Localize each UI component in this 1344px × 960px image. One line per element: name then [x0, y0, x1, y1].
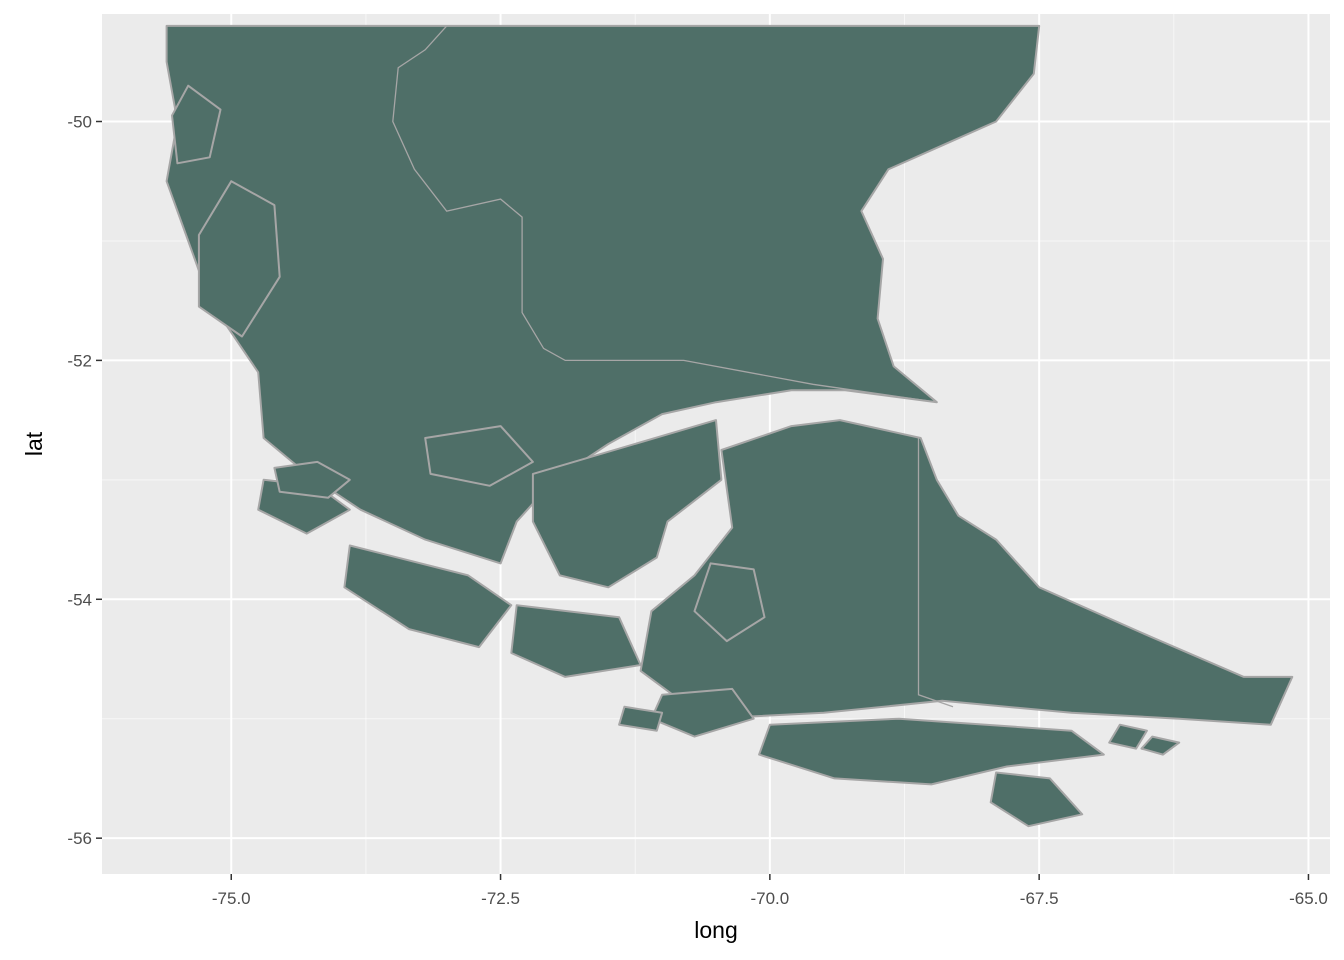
region-brunswick-peninsula: [531, 419, 723, 589]
land-regions: [165, 24, 1294, 828]
y-axis-title: lat: [21, 431, 47, 456]
region-isla-picton: [1108, 723, 1148, 750]
x-tick-label: -65.0: [1289, 889, 1328, 908]
x-tick-label: -67.5: [1020, 889, 1059, 908]
region-isla-wollaston: [989, 771, 1084, 828]
region-madre-de-dios: [171, 84, 222, 165]
y-tick-label: -52: [67, 351, 92, 370]
y-tick-label: -54: [67, 590, 92, 609]
region-tierra-del-fuego: [639, 419, 1294, 726]
region-isla-desolacion: [273, 460, 351, 499]
region-clarence-island: [510, 604, 642, 678]
region-wellington-island: [197, 180, 281, 338]
x-tick-label: -75.0: [212, 889, 251, 908]
y-tick-label: -56: [67, 829, 92, 848]
region-isla-dawson: [693, 562, 766, 643]
region-navarino-hoste: [758, 717, 1105, 786]
country-boundaries: [392, 25, 954, 708]
region-riesco-island: [424, 425, 534, 487]
boundary-argentina-chile-tierra-del-fuego: [917, 438, 954, 708]
x-axis-title: long: [694, 917, 737, 943]
x-axis-ticks: -75.0 -72.5 -70.0 -67.5 -65.0: [212, 874, 1328, 908]
region-isla-santa-ines: [343, 544, 513, 649]
region-isla-stewart: [618, 705, 664, 732]
x-tick-label: -70.0: [750, 889, 789, 908]
y-tick-label: -50: [67, 113, 92, 132]
boundary-argentina-chile-north: [392, 25, 937, 403]
region-isla-nueva: [1140, 735, 1181, 756]
y-axis-ticks: -50 -52 -54 -56: [67, 113, 102, 848]
x-tick-label: -72.5: [481, 889, 520, 908]
